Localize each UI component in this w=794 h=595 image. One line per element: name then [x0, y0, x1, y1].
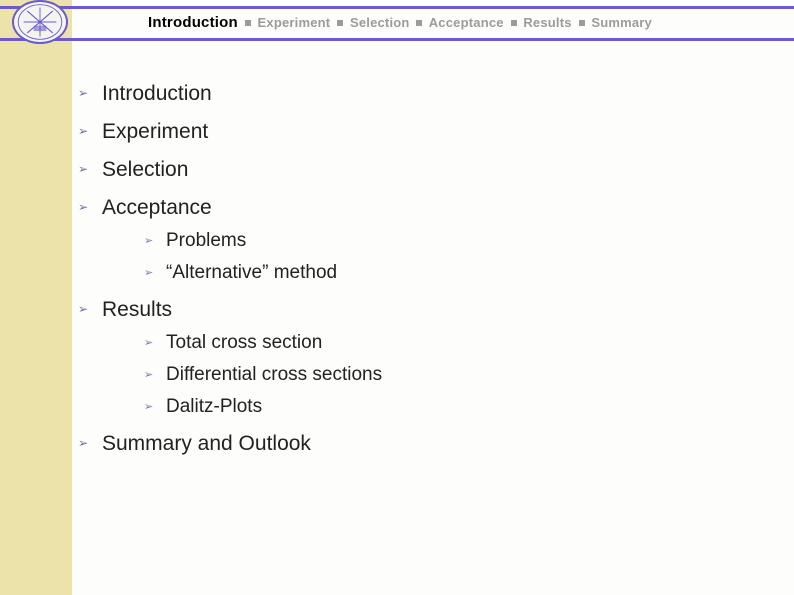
- nav-separator-icon: [245, 20, 251, 26]
- outline-sublabel: Problems: [166, 230, 246, 251]
- outline-subitem: “Alternative” method: [144, 262, 758, 284]
- nav-separator-icon: [511, 20, 517, 26]
- outline-sublist: Problems “Alternative” method: [144, 230, 758, 284]
- nav-item-experiment: Experiment: [258, 15, 331, 30]
- header: Introduction Experiment Selection Accept…: [0, 0, 794, 44]
- outline-subitem: Dalitz-Plots: [144, 396, 758, 418]
- nav-item-acceptance: Acceptance: [429, 15, 504, 30]
- header-rule-bottom: [0, 38, 794, 41]
- outline-subitem: Differential cross sections: [144, 364, 758, 386]
- outline-item: Acceptance Problems “Alternative” method: [78, 196, 758, 284]
- nav-separator-icon: [416, 20, 422, 26]
- nav-item-selection: Selection: [350, 15, 410, 30]
- outline-label: Summary and Outlook: [102, 432, 311, 455]
- outline-subitem: Total cross section: [144, 332, 758, 354]
- nav-separator-icon: [337, 20, 343, 26]
- outline-item: Results Total cross section Differential…: [78, 298, 758, 418]
- outline-label: Acceptance: [102, 196, 212, 219]
- outline-item: Summary and Outlook: [78, 432, 758, 456]
- outline-sublabel: “Alternative” method: [166, 262, 337, 283]
- outline-label: Selection: [102, 158, 188, 181]
- outline-sublabel: Dalitz-Plots: [166, 396, 262, 417]
- breadcrumb-nav: Introduction Experiment Selection Accept…: [148, 14, 652, 31]
- outline-item: Experiment: [78, 120, 758, 144]
- side-accent-band: [0, 0, 72, 595]
- outline-item: Selection: [78, 158, 758, 182]
- outline-sublist: Total cross section Differential cross s…: [144, 332, 758, 418]
- outline-item: Introduction: [78, 82, 758, 106]
- logo-icon: [12, 0, 68, 44]
- outline-sublabel: Differential cross sections: [166, 364, 382, 385]
- outline-subitem: Problems: [144, 230, 758, 252]
- nav-item-results: Results: [523, 15, 571, 30]
- outline-content: Introduction Experiment Selection Accept…: [78, 82, 758, 470]
- outline-sublabel: Total cross section: [166, 332, 322, 353]
- nav-item-summary: Summary: [591, 15, 652, 30]
- nav-separator-icon: [579, 20, 585, 26]
- outline-label: Experiment: [102, 120, 208, 143]
- nav-item-introduction: Introduction: [148, 14, 238, 31]
- outline-label: Introduction: [102, 82, 212, 105]
- outline-list: Introduction Experiment Selection Accept…: [78, 82, 758, 456]
- outline-label: Results: [102, 298, 172, 321]
- header-rule-top: [0, 6, 794, 9]
